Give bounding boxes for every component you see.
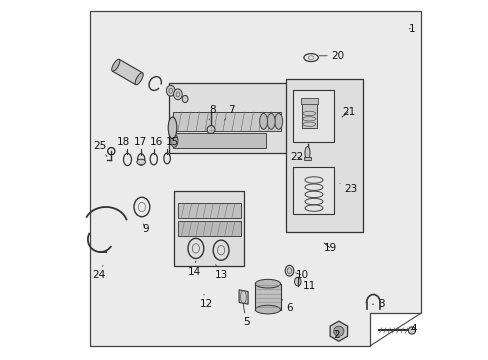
Text: 18: 18	[117, 137, 130, 153]
Ellipse shape	[135, 73, 143, 85]
Text: 25: 25	[93, 141, 107, 157]
Text: 16: 16	[149, 137, 163, 153]
Ellipse shape	[285, 265, 293, 276]
Text: 1: 1	[408, 24, 414, 34]
Ellipse shape	[170, 134, 178, 147]
Ellipse shape	[168, 117, 177, 139]
Text: 17: 17	[133, 137, 146, 153]
Bar	[172, 133, 265, 148]
Text: 23: 23	[339, 184, 357, 194]
Text: 9: 9	[142, 224, 148, 234]
Bar	[292, 167, 334, 214]
Ellipse shape	[206, 126, 215, 134]
Bar	[285, 79, 363, 232]
Bar	[178, 221, 241, 236]
Ellipse shape	[182, 95, 187, 103]
Bar	[302, 103, 316, 128]
Text: 3: 3	[371, 299, 384, 309]
Text: 8: 8	[208, 105, 215, 120]
Text: 2: 2	[332, 330, 339, 340]
Polygon shape	[112, 59, 142, 85]
Ellipse shape	[137, 159, 145, 165]
Polygon shape	[329, 321, 347, 341]
Text: 5: 5	[243, 303, 249, 327]
Text: 24: 24	[92, 265, 105, 280]
Bar	[292, 90, 334, 142]
Text: 14: 14	[187, 261, 200, 277]
Ellipse shape	[294, 277, 301, 286]
Text: 12: 12	[200, 294, 213, 309]
Bar	[168, 83, 291, 153]
Ellipse shape	[407, 327, 415, 334]
Text: 19: 19	[324, 243, 337, 253]
Text: 20: 20	[319, 51, 344, 61]
Ellipse shape	[112, 59, 120, 71]
Ellipse shape	[255, 305, 280, 314]
Ellipse shape	[305, 147, 309, 159]
Text: 4: 4	[409, 324, 416, 334]
Ellipse shape	[259, 113, 267, 129]
Bar	[301, 98, 317, 104]
Bar	[303, 157, 310, 160]
Text: 21: 21	[342, 107, 355, 117]
Ellipse shape	[166, 85, 175, 96]
Bar	[174, 191, 244, 266]
Text: 13: 13	[214, 265, 227, 280]
Ellipse shape	[333, 326, 343, 336]
Ellipse shape	[274, 113, 282, 129]
Bar	[172, 112, 280, 131]
Text: 11: 11	[298, 281, 315, 291]
Text: 6: 6	[281, 299, 292, 313]
Ellipse shape	[173, 89, 182, 100]
Bar	[178, 203, 241, 218]
Bar	[255, 284, 280, 310]
Ellipse shape	[266, 113, 275, 129]
Text: 22: 22	[289, 152, 303, 162]
Text: 7: 7	[224, 105, 235, 120]
Text: 10: 10	[295, 270, 308, 280]
Polygon shape	[89, 11, 420, 346]
Ellipse shape	[255, 279, 280, 288]
Polygon shape	[239, 290, 247, 304]
Text: 15: 15	[165, 137, 179, 153]
